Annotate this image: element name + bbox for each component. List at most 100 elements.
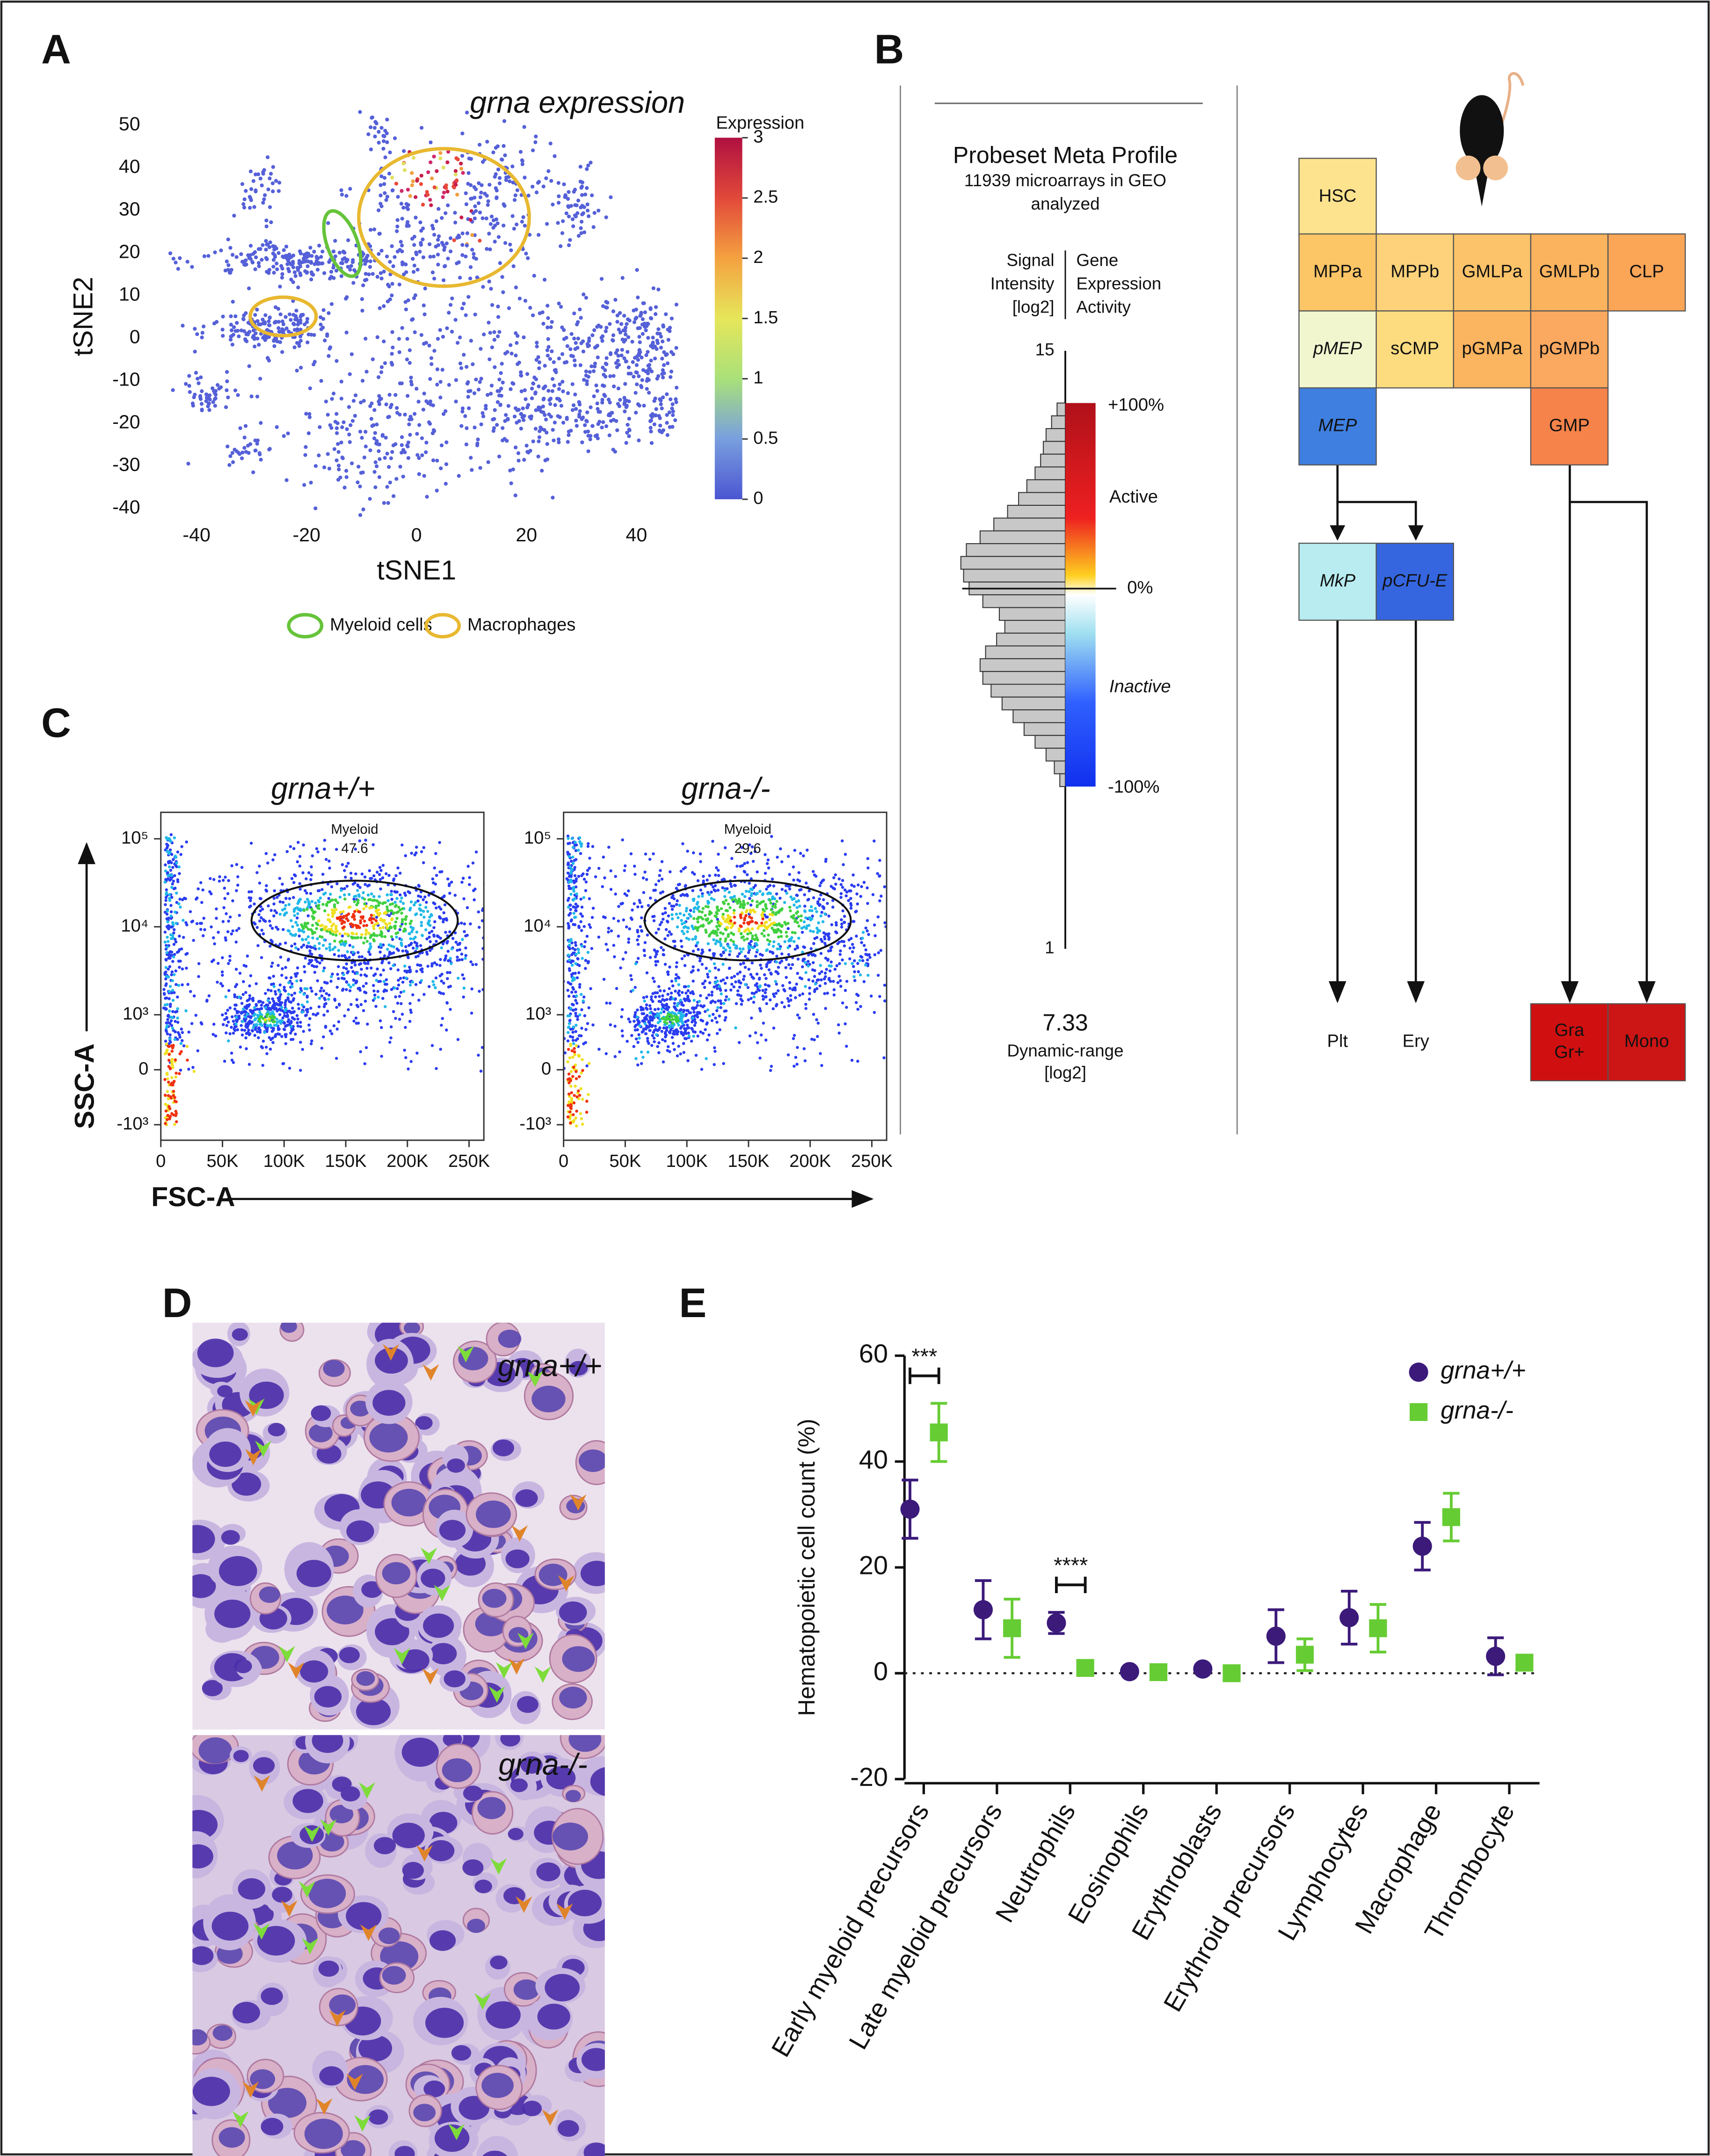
cell-dot: [443, 245, 446, 249]
cell-dot: [370, 417, 373, 421]
event-dot: [221, 974, 224, 976]
event-dot: [273, 897, 276, 900]
y-tick-label: -10³: [116, 1114, 148, 1134]
cell-dot: [519, 427, 523, 430]
cell-dot: [592, 328, 596, 332]
event-dot: [171, 882, 174, 885]
event-dot: [808, 998, 811, 1000]
event-dot: [227, 920, 230, 923]
event-dot: [462, 897, 465, 900]
cell-dot: [342, 420, 345, 424]
cell-dot: [470, 233, 474, 237]
cell-dot: [200, 402, 204, 406]
event-dot: [164, 984, 167, 987]
x-tick-label: 100K: [263, 1151, 306, 1171]
cell-dot: [460, 243, 464, 247]
cell-dot: [477, 387, 480, 391]
event-dot: [219, 982, 222, 985]
cell-dot: [667, 338, 670, 342]
cell-dot: [485, 140, 489, 144]
event-dot: [262, 918, 265, 921]
cell-dot: [647, 391, 651, 394]
event-dot: [851, 950, 854, 953]
event-dot: [234, 1023, 237, 1026]
cell-dot: [226, 268, 230, 272]
cell-dot: [411, 317, 415, 321]
event-dot: [671, 984, 674, 987]
event-dot: [832, 980, 835, 983]
cell-dot: [567, 215, 571, 219]
event-dot: [355, 998, 358, 1001]
cell-dot: [439, 380, 443, 384]
cell-dot: [271, 189, 275, 193]
event-dot: [654, 1008, 656, 1011]
cell-dot: [400, 443, 404, 447]
event-dot: [574, 1012, 577, 1014]
cell-dot: [369, 147, 373, 151]
event-dot: [379, 973, 382, 976]
cell-dot: [649, 430, 653, 433]
event-dot: [834, 882, 837, 885]
cell-dot: [419, 182, 423, 186]
cell-dot: [557, 194, 560, 198]
event-dot: [603, 876, 606, 879]
event-dot: [707, 1034, 710, 1036]
event-dot: [440, 1024, 443, 1027]
cell-dot: [457, 474, 461, 478]
event-dot: [617, 919, 620, 922]
event-dot: [791, 963, 794, 966]
event-dot: [461, 958, 464, 961]
cell-dot: [298, 249, 302, 253]
event-dot: [297, 1003, 299, 1005]
cell-dot: [323, 339, 327, 342]
event-dot: [433, 961, 436, 964]
cell-dot: [465, 244, 469, 248]
cell-dot: [480, 422, 483, 426]
event-dot: [787, 855, 790, 858]
cell-dot: [348, 440, 352, 444]
cell-dot: [507, 404, 510, 408]
event-dot: [873, 934, 876, 937]
cell-dot: [213, 250, 217, 254]
event-dot: [696, 1013, 699, 1016]
event-dot: [415, 942, 418, 945]
cell-dot: [670, 425, 674, 429]
event-dot: [246, 1032, 249, 1034]
event-dot: [169, 933, 172, 936]
event-dot: [306, 914, 309, 917]
cell-dot: [649, 358, 653, 362]
event-dot: [294, 921, 297, 924]
event-dot: [299, 1025, 302, 1028]
event-dot: [578, 964, 581, 967]
event-dot: [197, 975, 200, 978]
cell-dot: [373, 120, 377, 124]
event-dot: [167, 1059, 170, 1062]
cell-dot: [326, 413, 330, 416]
event-dot: [772, 884, 775, 887]
cell-dot: [651, 412, 655, 416]
cell-dot: [261, 243, 264, 247]
event-dot: [272, 975, 275, 977]
cell-dot: [502, 224, 505, 227]
cell-dot: [240, 182, 244, 186]
cell-dot: [475, 444, 479, 447]
event-dot: [657, 1042, 660, 1044]
event-dot: [263, 1031, 266, 1034]
event-dot: [171, 1027, 174, 1029]
cell-dot: [604, 215, 608, 219]
event-dot: [714, 976, 717, 979]
event-dot: [261, 1024, 263, 1027]
event-dot: [235, 983, 238, 986]
event-dot: [265, 884, 268, 887]
cell-dot: [578, 409, 582, 413]
event-dot: [301, 871, 304, 874]
plot-area: [161, 812, 484, 1140]
cell-dot: [560, 352, 564, 356]
cell-dot: [406, 188, 410, 191]
cell-dot: [646, 350, 649, 354]
cell-dot: [601, 334, 604, 338]
cell-dot: [249, 198, 253, 202]
cell-dot: [196, 377, 199, 380]
cell-dot: [393, 393, 397, 397]
cell-dot: [659, 346, 663, 350]
